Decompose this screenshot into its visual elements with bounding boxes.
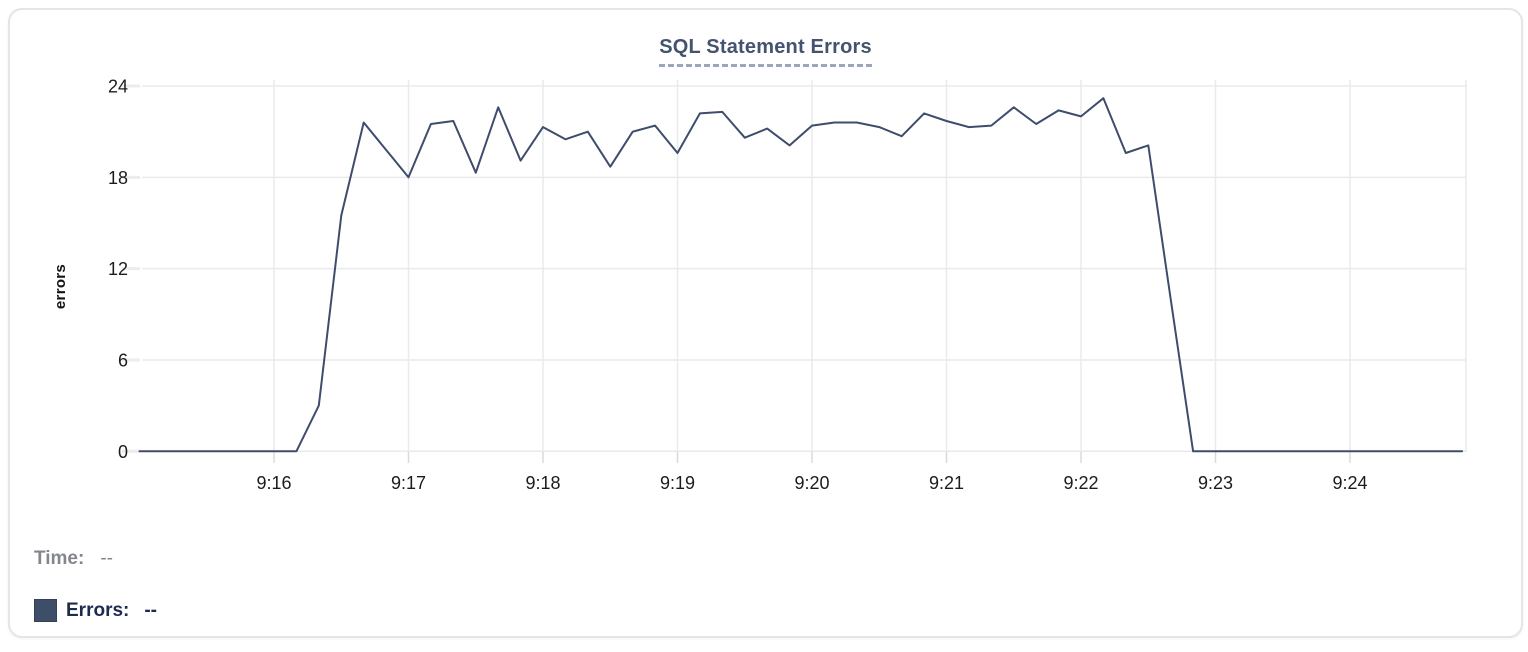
legend-errors-label: Errors: — [66, 599, 130, 621]
x-tick-label: 9:24 — [1332, 473, 1367, 493]
y-tick-label: 12 — [108, 259, 128, 279]
y-tick-label: 24 — [108, 77, 128, 97]
x-tick-label: 9:23 — [1198, 473, 1233, 493]
legend-errors-row: Errors: -- — [34, 599, 157, 622]
x-tick-label: 9:18 — [525, 473, 560, 493]
chart-header: SQL Statement Errors — [10, 36, 1521, 67]
x-tick-label: 9:19 — [660, 473, 695, 493]
tooltip-time-value: -- — [100, 548, 113, 569]
tooltip-time-label: Time: — [34, 548, 85, 569]
y-tick-label: 0 — [118, 442, 128, 462]
tooltip-time-row: Time: -- — [34, 548, 113, 570]
errors-series-swatch — [34, 599, 57, 622]
x-tick-label: 9:17 — [391, 473, 426, 493]
y-tick-label: 18 — [108, 168, 128, 188]
x-tick-label: 9:16 — [256, 473, 291, 493]
y-tick-label: 6 — [118, 350, 128, 370]
x-tick-label: 9:21 — [929, 473, 964, 493]
x-tick-label: 9:20 — [794, 473, 829, 493]
chart-card: SQL Statement Errors errors Time: -- Err… — [8, 8, 1523, 638]
chart-title-link[interactable]: SQL Statement Errors — [659, 36, 872, 67]
tooltip-errors-value: -- — [144, 599, 158, 621]
x-tick-label: 9:22 — [1063, 473, 1098, 493]
errors-series-line — [138, 97, 1464, 453]
